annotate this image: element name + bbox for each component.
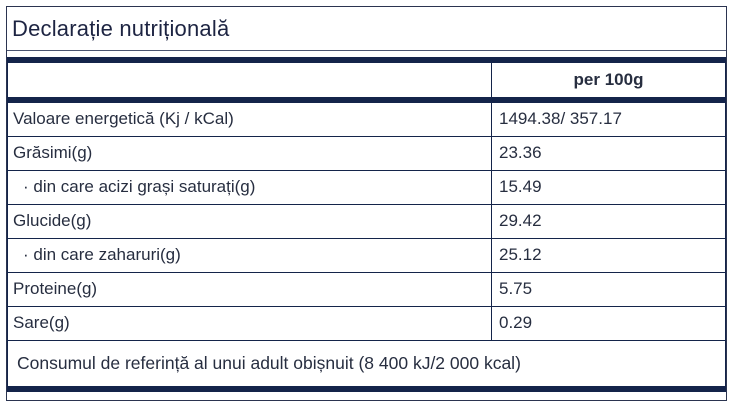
table-row-saturated-fat: · din care acizi grași saturați(g) 15.49 bbox=[7, 170, 726, 205]
title-divider bbox=[7, 49, 726, 51]
reference-intake-note: Consumul de referință al unui adult obiș… bbox=[7, 340, 726, 386]
table-row-salt: Sare(g) 0.29 bbox=[7, 306, 726, 341]
row-value: 23.36 bbox=[491, 136, 725, 170]
row-label: · din care zaharuri(g) bbox=[23, 245, 181, 265]
row-label: · din care acizi grași saturați(g) bbox=[23, 177, 256, 197]
row-value: 1494.38/ 357.17 bbox=[491, 102, 725, 136]
table-top-bar bbox=[7, 56, 726, 63]
table-row-protein: Proteine(g) 5.75 bbox=[7, 272, 726, 307]
row-value: 15.49 bbox=[491, 170, 725, 204]
row-label: Grăsimi(g) bbox=[13, 143, 93, 163]
row-label: Valoare energetică (Kj / kCal) bbox=[13, 109, 234, 129]
nutrition-card: Declarație nutrițională per 100g Valoare… bbox=[6, 6, 727, 401]
page-title: Declarație nutrițională bbox=[12, 16, 230, 41]
row-value: 25.12 bbox=[491, 238, 725, 272]
row-label: Proteine(g) bbox=[13, 279, 98, 299]
row-value: 29.42 bbox=[491, 204, 725, 238]
header-separator-bar bbox=[7, 96, 726, 103]
table-row-energy: Valoare energetică (Kj / kCal) 1494.38/ … bbox=[7, 102, 726, 137]
header-per-100g: per 100g bbox=[491, 62, 725, 97]
row-value: 0.29 bbox=[491, 306, 725, 340]
table-row-carbs: Glucide(g) 29.42 bbox=[7, 204, 726, 239]
table-bottom-bar bbox=[7, 385, 726, 392]
header-spacer-cell bbox=[8, 63, 491, 97]
nutrition-table: per 100g Valoare energetică (Kj / kCal) … bbox=[7, 56, 726, 392]
table-row-fat: Grăsimi(g) 23.36 bbox=[7, 136, 726, 171]
row-label: Glucide(g) bbox=[13, 211, 92, 231]
row-label: Sare(g) bbox=[13, 313, 70, 333]
table-row-sugars: · din care zaharuri(g) 25.12 bbox=[7, 238, 726, 273]
table-header-row: per 100g bbox=[7, 62, 726, 97]
row-value: 5.75 bbox=[491, 272, 725, 306]
